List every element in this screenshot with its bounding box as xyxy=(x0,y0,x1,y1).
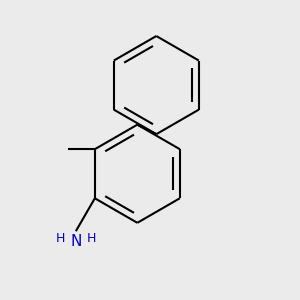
Text: N: N xyxy=(70,234,82,249)
Text: H: H xyxy=(56,232,65,245)
Text: H: H xyxy=(86,232,96,245)
